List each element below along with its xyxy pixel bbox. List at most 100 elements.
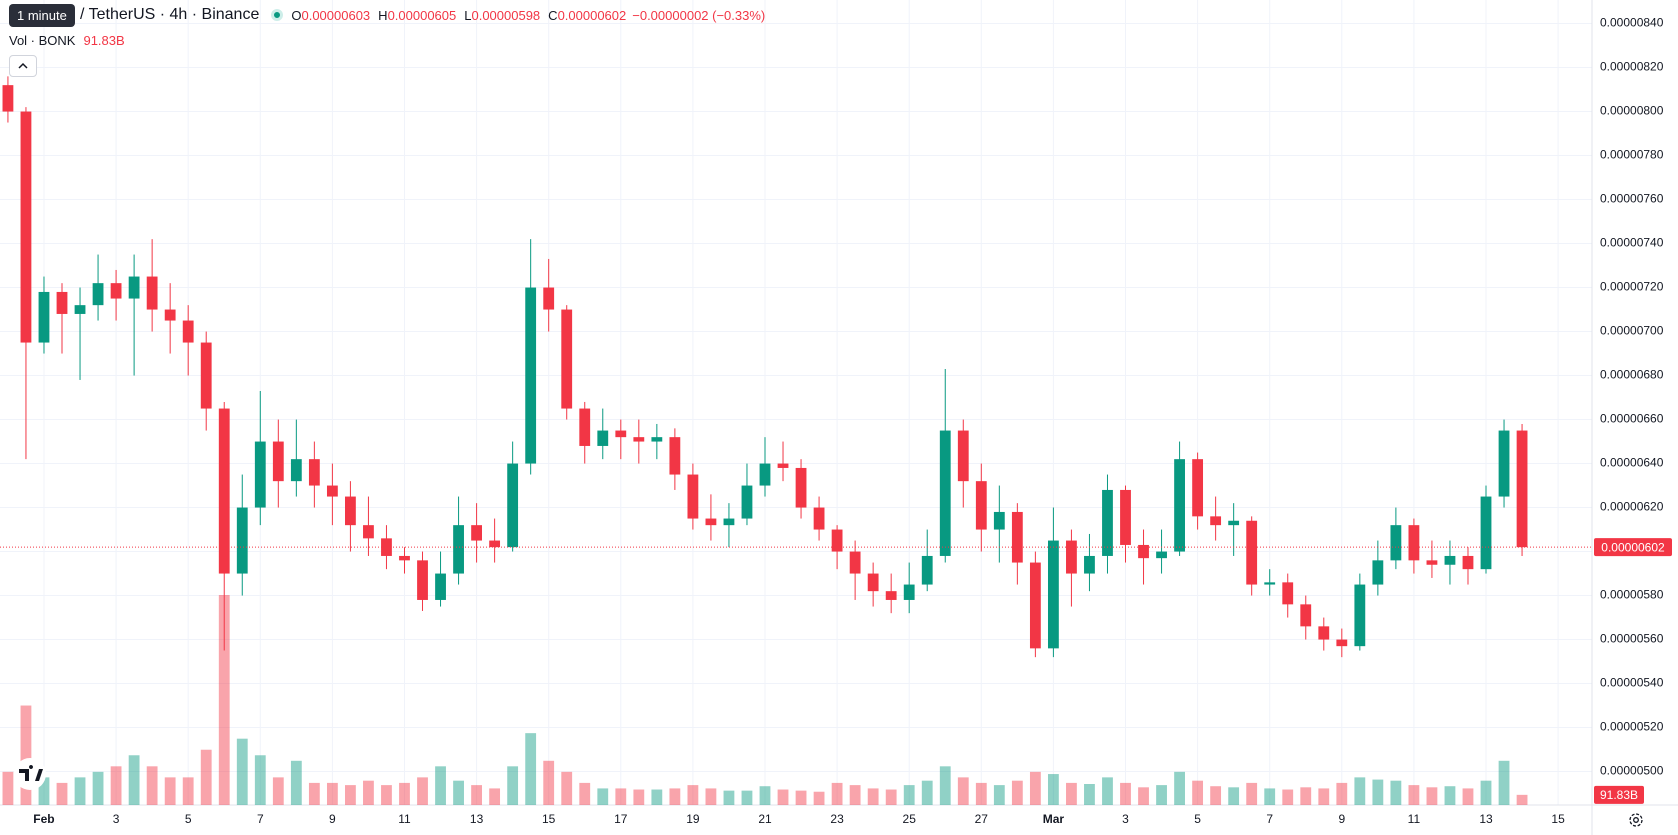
candle-body (326, 485, 338, 497)
candle-body (651, 437, 663, 442)
x-tick-label: Mar (1043, 812, 1065, 826)
volume-bar (1246, 782, 1258, 805)
volume-bar (651, 789, 663, 805)
volume-bar (1282, 789, 1294, 805)
volume-name[interactable]: Vol · BONK (9, 33, 76, 48)
candle-body (399, 555, 410, 561)
volume-bar (128, 755, 140, 805)
settings-button[interactable] (1629, 813, 1643, 827)
volume-bar (525, 733, 537, 805)
x-tick-label: 7 (1266, 812, 1273, 826)
candle-body (254, 441, 266, 508)
ohlc-key: O (291, 7, 302, 23)
candle-body (1408, 525, 1420, 561)
volume-bar (399, 782, 410, 805)
candle-body (110, 283, 122, 299)
volume-bar (741, 790, 753, 805)
candle-body (345, 496, 356, 526)
candle-body (669, 437, 681, 475)
x-tick-label: Feb (33, 812, 54, 826)
candle-body (579, 408, 591, 446)
volume-bar (471, 785, 482, 805)
volume-bar (1174, 771, 1185, 805)
volume-tag-label: 91.83B (1600, 788, 1638, 802)
candle-body (957, 430, 969, 482)
candle-body (1390, 525, 1402, 561)
volume-row: Vol · BONK 91.83B (9, 33, 125, 48)
volume-bar (1318, 788, 1330, 805)
ohlc-value: 0.00000602 (557, 7, 627, 23)
candle-body (759, 463, 771, 486)
volume-bar (921, 780, 933, 805)
volume-bar (272, 777, 284, 805)
candle-body (561, 309, 573, 409)
volume-bar (1300, 787, 1312, 805)
volume-bar (813, 791, 825, 805)
volume-bar (182, 777, 194, 805)
volume-bar (1138, 787, 1149, 805)
candle-body (1336, 639, 1348, 647)
candle-body (1426, 560, 1438, 565)
candle-body (164, 309, 176, 321)
volume-bar (1192, 780, 1204, 805)
y-tick-label: 0.00000820 (1600, 60, 1664, 74)
candle-body (507, 463, 519, 548)
candle-body (705, 518, 717, 526)
x-tick-label: 5 (185, 812, 192, 826)
volume-bar (110, 766, 122, 805)
candle-body (381, 538, 392, 556)
y-tick-label: 0.00000740 (1600, 236, 1664, 250)
volume-bar (1390, 780, 1402, 805)
candle-body (200, 342, 212, 409)
ohlc-value: 0.00000603 (301, 7, 371, 23)
volume-bar (669, 788, 681, 805)
candle-body (1084, 555, 1095, 574)
volume-bar (1372, 779, 1384, 805)
y-tick-label: 0.00000700 (1600, 324, 1664, 338)
candle-body (236, 507, 248, 574)
volume-bar (1354, 777, 1366, 805)
symbol-row: / TetherUS · 4h · Binance O 0.00000603 H 0.… (80, 6, 765, 24)
candle-body (20, 111, 32, 343)
volume-bar (345, 785, 356, 805)
collapse-button[interactable] (9, 55, 37, 77)
y-tick-label: 0.00000660 (1600, 412, 1664, 426)
x-tick-label: 17 (614, 812, 628, 826)
market-status[interactable] (271, 9, 284, 21)
volume-bar (1498, 760, 1510, 805)
y-tick-label: 0.00000500 (1600, 764, 1664, 778)
volume-bar (290, 760, 302, 805)
volume-bar (38, 777, 50, 805)
candle-body (903, 584, 915, 600)
volume-bar (579, 782, 591, 805)
x-tick-label: 9 (329, 812, 336, 826)
candle-body (1192, 459, 1204, 517)
volume-bar (1156, 785, 1167, 805)
volume-bar (597, 788, 609, 805)
volume-bar (885, 789, 897, 805)
candle-body (453, 525, 464, 574)
volume-bar (1426, 787, 1438, 805)
x-tick-label: 7 (257, 812, 264, 826)
candle-body (363, 525, 374, 539)
x-tick-label: 21 (758, 812, 772, 826)
candle-body (1462, 555, 1474, 570)
y-tick-label: 0.00000540 (1600, 676, 1664, 690)
gear-inner (1633, 817, 1639, 823)
volume-bar (1084, 784, 1095, 805)
candle-body (1318, 626, 1330, 640)
volume-bar (903, 785, 915, 805)
candle-body (1011, 511, 1023, 563)
volume-bar (759, 786, 771, 805)
volume-bar (1047, 774, 1059, 805)
candle-body (1120, 489, 1131, 545)
volume-bar (975, 782, 987, 805)
volume-bar (200, 749, 212, 805)
volume-bar (164, 777, 176, 805)
volume-bar (1228, 787, 1240, 805)
candle-body (146, 276, 158, 310)
candle-body (975, 481, 987, 530)
symbol-title[interactable]: / TetherUS · 4h · Binance (80, 6, 260, 23)
x-tick-label: 9 (1338, 812, 1345, 826)
ohlc-value: 0.00000598 (471, 7, 541, 23)
